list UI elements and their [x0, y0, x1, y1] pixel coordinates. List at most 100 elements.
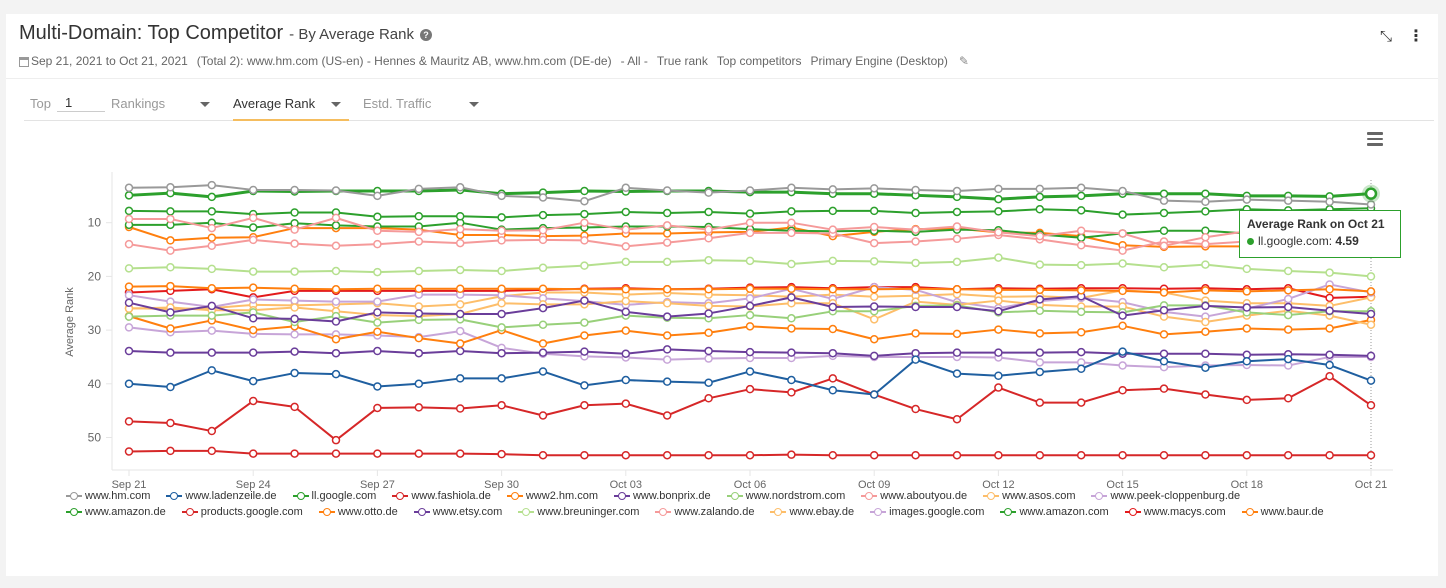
question-circle-icon[interactable]: ?: [419, 29, 432, 41]
legend-item[interactable]: www.amazon.de: [66, 506, 166, 518]
data-point-www-hm-com: [911, 185, 920, 195]
data-point-www-bonprix-de: [1035, 295, 1045, 304]
legend-label: www.zalando.de: [674, 506, 755, 518]
tab-average-rank[interactable]: Average Rank: [233, 88, 349, 121]
data-point-www-zalando-de: [621, 242, 631, 251]
data-point-products-google-com: [414, 449, 424, 458]
data-point-www-etsy-com: [1366, 351, 1376, 361]
legend-item[interactable]: www.macys.com: [1124, 506, 1226, 518]
legend-item[interactable]: www.aboutyou.de: [861, 490, 967, 502]
chevron-down-icon[interactable]: [200, 102, 210, 107]
data-point-www-breuninger-com: [704, 256, 713, 265]
data-point-www-ladenzeile-de: [207, 366, 217, 375]
data-point-www-breuninger-com: [207, 264, 217, 274]
tab-estd-traffic[interactable]: Estd. Traffic: [363, 88, 493, 119]
data-point-www-etsy-com: [331, 348, 341, 358]
data-point-www-otto-de: [1035, 329, 1045, 338]
legend-item[interactable]: www2.hm.com: [506, 490, 598, 502]
legend-item[interactable]: www.amazon.com: [1000, 506, 1109, 518]
data-point-www-hm-com: [414, 184, 424, 194]
data-point-www-ladenzeile-de: [290, 368, 299, 378]
data-point-www-fashiola-de: [1283, 394, 1293, 403]
data-point-www-asos-com: [290, 303, 299, 312]
legend-item[interactable]: www.zalando.de: [655, 506, 754, 518]
legend-item[interactable]: images.google.com: [870, 506, 984, 518]
top-n-input[interactable]: [56, 95, 105, 112]
legend-item[interactable]: www.baur.de: [1241, 506, 1324, 518]
pencil-icon[interactable]: ✎: [958, 54, 969, 68]
data-point-www-breuninger-com: [124, 264, 134, 273]
legend-item[interactable]: www.bonprix.de: [613, 490, 711, 502]
legend-item[interactable]: products.google.com: [181, 506, 303, 518]
data-point-www-amazon-de: [497, 213, 506, 222]
data-point-www-etsy-com: [1035, 348, 1045, 357]
data-point-www-etsy-com: [538, 348, 548, 357]
data-point-www-etsy-com: [248, 348, 258, 357]
data-point-www-aboutyou-de: [1201, 232, 1210, 242]
data-point-products-google-com: [1283, 450, 1293, 460]
tab-rankings[interactable]: Top Rankings: [30, 88, 220, 119]
data-point-www-peek-cloppenburg-de: [373, 297, 382, 306]
data-point-www-nordstrom-com: [1035, 306, 1045, 316]
data-point-www-otto-de: [166, 324, 175, 333]
data-point-www-aboutyou-de: [994, 228, 1003, 237]
data-point-www-aboutyou-de: [745, 218, 755, 227]
x-tick-label: Oct 06: [734, 479, 766, 491]
data-point-www-ladenzeile-de: [662, 377, 672, 386]
legend-item[interactable]: ll.google.com: [292, 490, 376, 502]
legend-item[interactable]: www.peek-cloppenburg.de: [1091, 490, 1240, 502]
data-point-products-google-com: [207, 446, 217, 456]
data-point-www-amazon-com: [1076, 233, 1086, 242]
data-point-www-aboutyou-de: [1076, 226, 1086, 236]
data-point-www-etsy-com: [1159, 349, 1169, 358]
chart-menu-icon[interactable]: [1367, 132, 1383, 149]
data-point-products-google-com: [1076, 450, 1086, 460]
data-point-www-ladenzeile-de: [745, 367, 755, 376]
data-point-www-bonprix-de: [869, 302, 879, 311]
legend-item[interactable]: www.asos.com: [983, 490, 1075, 502]
data-point-www-hm-com: [828, 185, 838, 194]
data-point-www-hm-com: [373, 191, 382, 201]
data-point-www-aboutyou-de: [828, 225, 838, 234]
data-point-www-bonprix-de: [1283, 302, 1293, 312]
data-point-www-hm-com: [621, 183, 631, 193]
data-point-www2-hm-com: [1366, 287, 1376, 296]
legend-item[interactable]: www.hm.com: [66, 490, 150, 502]
widget-title: Multi-Domain: Top Competitor: [19, 22, 284, 44]
data-point-ll-google-com: [1076, 191, 1086, 201]
legend-marker-icon: [318, 507, 335, 517]
legend-item[interactable]: www.ebay.de: [770, 506, 854, 518]
data-point-www-macys-com: [1325, 293, 1334, 303]
data-point-www-etsy-com: [1325, 350, 1334, 360]
data-point-www-amazon-de: [580, 209, 589, 219]
data-point-www-hm-com: [952, 186, 962, 196]
data-point-www-amazon-de: [1076, 206, 1086, 215]
data-point-www-breuninger-com: [1035, 260, 1045, 269]
data-point-www-etsy-com: [1076, 347, 1086, 357]
data-point-www-otto-de: [1283, 325, 1293, 334]
legend-item[interactable]: www.etsy.com: [413, 506, 502, 518]
legend-item[interactable]: www.ladenzeile.de: [166, 490, 277, 502]
legend-item[interactable]: www.breuninger.com: [518, 506, 639, 518]
legend-label: www.breuninger.com: [537, 506, 640, 518]
expand-icon[interactable]: ⤡: [1379, 28, 1392, 45]
legend-item[interactable]: www.otto.de: [318, 506, 398, 518]
legend-label: www.amazon.com: [1019, 506, 1109, 518]
chevron-down-icon[interactable]: [331, 102, 341, 107]
legend-item[interactable]: www.nordstrom.com: [726, 490, 845, 502]
data-point-www-etsy-com: [704, 346, 713, 356]
data-point-www-otto-de: [745, 322, 755, 331]
data-point-www2-hm-com: [207, 283, 217, 293]
data-point-www-bonprix-de: [124, 298, 134, 307]
legend-item[interactable]: www.fashiola.de: [392, 490, 491, 502]
data-point-www2-hm-com: [994, 285, 1003, 295]
x-tick-label: Oct 12: [982, 479, 1014, 491]
chevron-down-icon[interactable]: [469, 102, 479, 107]
data-point-www-zalando-de: [290, 239, 299, 248]
kebab-menu-icon[interactable]: ⋮: [1408, 27, 1424, 45]
data-point-www-bonprix-de: [1366, 309, 1376, 319]
data-point-www-aboutyou-de: [704, 225, 713, 234]
data-point-www2-hm-com: [662, 285, 672, 294]
average-rank-label: Average Rank: [233, 96, 316, 111]
data-point-www2-hm-com: [538, 284, 548, 294]
